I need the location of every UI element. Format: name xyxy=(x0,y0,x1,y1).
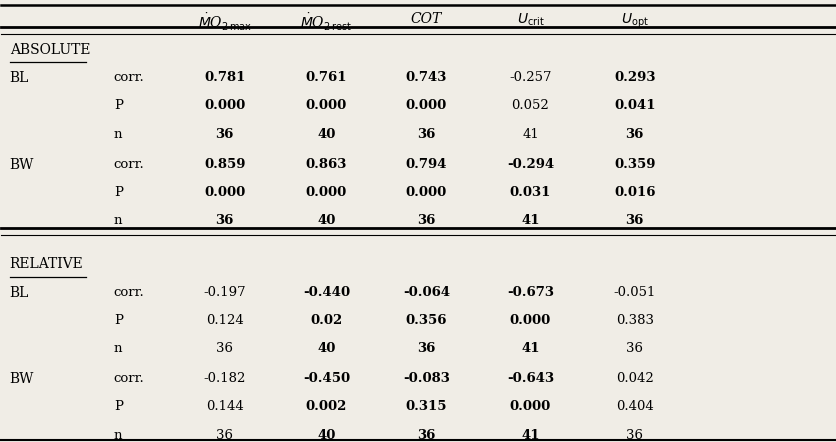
Text: RELATIVE: RELATIVE xyxy=(10,257,84,271)
Text: -0.257: -0.257 xyxy=(509,71,552,84)
Text: 0.863: 0.863 xyxy=(306,158,347,171)
Text: corr.: corr. xyxy=(114,158,145,171)
Text: -0.643: -0.643 xyxy=(507,372,554,385)
Text: 40: 40 xyxy=(317,214,335,227)
Text: -0.051: -0.051 xyxy=(614,286,655,298)
Text: n: n xyxy=(114,214,122,227)
Text: 41: 41 xyxy=(521,429,540,442)
Text: $U_{\mathrm{opt}}$: $U_{\mathrm{opt}}$ xyxy=(620,12,649,30)
Text: 0.404: 0.404 xyxy=(616,400,654,413)
Text: 0.002: 0.002 xyxy=(306,400,347,413)
Text: 0.000: 0.000 xyxy=(510,400,551,413)
Text: n: n xyxy=(114,128,122,141)
Text: $\dot{M}$O$_{2\,\mathrm{rest}}$: $\dot{M}$O$_{2\,\mathrm{rest}}$ xyxy=(300,12,352,33)
Text: 0.794: 0.794 xyxy=(405,158,447,171)
Text: 36: 36 xyxy=(217,429,233,442)
Text: 40: 40 xyxy=(317,128,335,141)
Text: 0.293: 0.293 xyxy=(614,71,655,84)
Text: 40: 40 xyxy=(317,429,335,442)
Text: n: n xyxy=(114,342,122,355)
Text: 36: 36 xyxy=(626,429,643,442)
Text: 36: 36 xyxy=(216,214,234,227)
Text: 0.000: 0.000 xyxy=(306,99,347,112)
Text: 0.000: 0.000 xyxy=(204,99,245,112)
Text: -0.440: -0.440 xyxy=(303,286,350,298)
Text: 36: 36 xyxy=(625,214,644,227)
Text: 41: 41 xyxy=(521,214,540,227)
Text: 36: 36 xyxy=(625,128,644,141)
Text: 0.383: 0.383 xyxy=(615,314,654,327)
Text: 0.144: 0.144 xyxy=(206,400,243,413)
Text: 0.359: 0.359 xyxy=(614,158,655,171)
Text: 0.743: 0.743 xyxy=(405,71,447,84)
Text: BL: BL xyxy=(10,286,29,300)
Text: P: P xyxy=(114,400,123,413)
Text: 36: 36 xyxy=(417,214,436,227)
Text: 0.315: 0.315 xyxy=(405,400,447,413)
Text: COT: COT xyxy=(410,12,442,26)
Text: -0.182: -0.182 xyxy=(203,372,246,385)
Text: 41: 41 xyxy=(522,128,539,141)
Text: 0.859: 0.859 xyxy=(204,158,246,171)
Text: BL: BL xyxy=(10,71,29,85)
Text: 0.356: 0.356 xyxy=(405,314,447,327)
Text: P: P xyxy=(114,99,123,112)
Text: n: n xyxy=(114,429,122,442)
Text: 0.000: 0.000 xyxy=(405,99,447,112)
Text: 36: 36 xyxy=(417,128,436,141)
Text: 36: 36 xyxy=(217,342,233,355)
Text: 0.000: 0.000 xyxy=(306,186,347,199)
Text: BW: BW xyxy=(10,158,34,171)
Text: 0.000: 0.000 xyxy=(405,186,447,199)
Text: ABSOLUTE: ABSOLUTE xyxy=(10,43,90,57)
Text: corr.: corr. xyxy=(114,372,145,385)
Text: -0.294: -0.294 xyxy=(507,158,554,171)
Text: 0.02: 0.02 xyxy=(310,314,343,327)
Text: 0.000: 0.000 xyxy=(204,186,245,199)
Text: 0.016: 0.016 xyxy=(614,186,655,199)
Text: BW: BW xyxy=(10,372,34,386)
Text: 0.761: 0.761 xyxy=(306,71,347,84)
Text: -0.083: -0.083 xyxy=(403,372,450,385)
Text: 0.041: 0.041 xyxy=(614,99,655,112)
Text: 0.031: 0.031 xyxy=(510,186,551,199)
Text: -0.064: -0.064 xyxy=(403,286,450,298)
Text: -0.197: -0.197 xyxy=(203,286,246,298)
Text: 36: 36 xyxy=(417,429,436,442)
Text: P: P xyxy=(114,314,123,327)
Text: 40: 40 xyxy=(317,342,335,355)
Text: corr.: corr. xyxy=(114,286,145,298)
Text: -0.673: -0.673 xyxy=(507,286,554,298)
Text: 36: 36 xyxy=(216,128,234,141)
Text: 0.052: 0.052 xyxy=(512,99,549,112)
Text: 0.000: 0.000 xyxy=(510,314,551,327)
Text: 0.042: 0.042 xyxy=(616,372,654,385)
Text: 0.124: 0.124 xyxy=(206,314,243,327)
Text: 36: 36 xyxy=(417,342,436,355)
Text: 36: 36 xyxy=(626,342,643,355)
Text: corr.: corr. xyxy=(114,71,145,84)
Text: $U_{\mathrm{crit}}$: $U_{\mathrm{crit}}$ xyxy=(517,12,544,28)
Text: 41: 41 xyxy=(521,342,540,355)
Text: P: P xyxy=(114,186,123,199)
Text: -0.450: -0.450 xyxy=(303,372,350,385)
Text: $\dot{M}$O$_{2\,\mathrm{max}}$: $\dot{M}$O$_{2\,\mathrm{max}}$ xyxy=(197,12,252,33)
Text: 0.781: 0.781 xyxy=(204,71,246,84)
